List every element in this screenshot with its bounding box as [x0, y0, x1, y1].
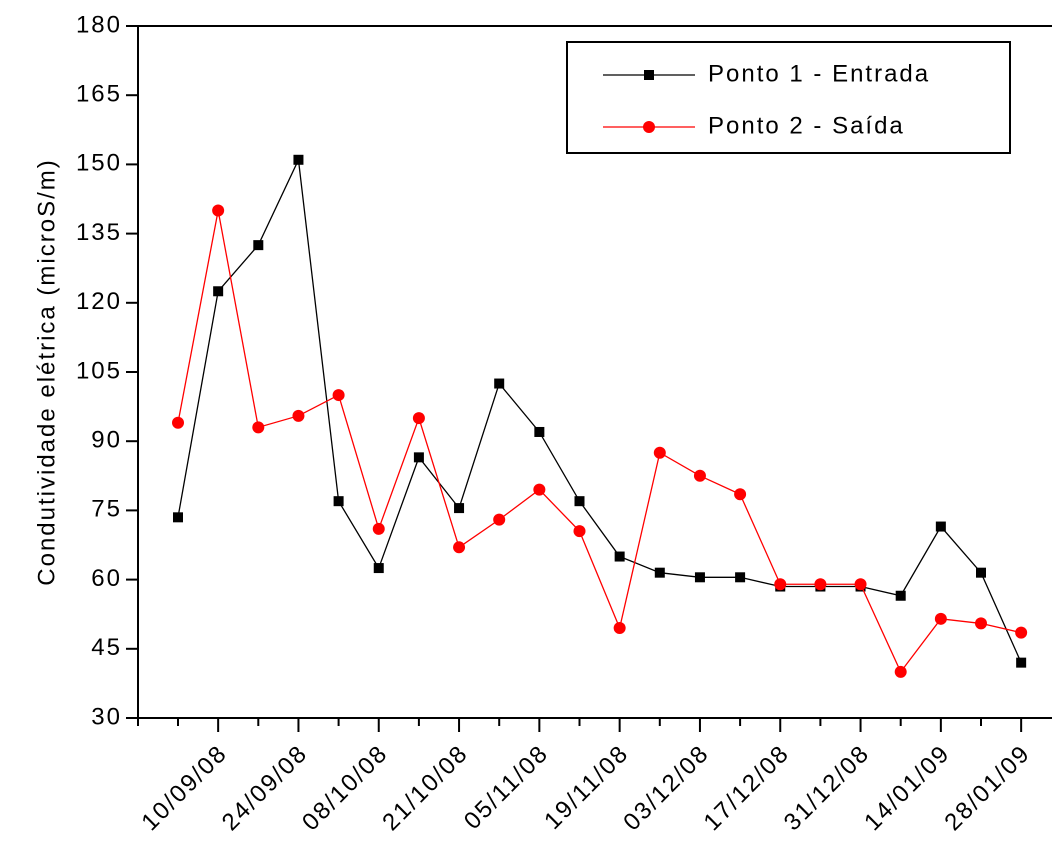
data-point: [173, 512, 183, 523]
data-point: [1015, 626, 1028, 639]
data-point: [332, 389, 345, 402]
x-tick-label: 03/12/08: [618, 740, 714, 836]
y-tick-label: 45: [91, 634, 122, 661]
x-tick-label: 17/12/08: [699, 740, 795, 836]
y-tick-label: 135: [76, 219, 122, 246]
y-tick-label: 30: [91, 703, 122, 730]
data-point: [253, 240, 264, 251]
data-point: [373, 563, 384, 574]
data-point: [694, 572, 705, 583]
x-tick-label: 19/11/08: [539, 740, 634, 835]
y-tick-label: 180: [76, 11, 122, 38]
data-point: [454, 503, 465, 514]
legend-label: Ponto 1 - Entrada: [708, 60, 930, 87]
data-point: [252, 421, 265, 434]
data-line: [177, 210, 1022, 674]
data-point: [895, 590, 906, 601]
x-tick-label: 05/11/08: [459, 740, 554, 835]
x-tick-label: 08/10/08: [297, 740, 393, 836]
data-point: [644, 70, 654, 80]
data-point: [613, 622, 626, 635]
data-point: [533, 483, 546, 496]
data-point: [292, 409, 305, 422]
data-point: [653, 446, 666, 459]
data-point: [413, 452, 424, 463]
data-point: [172, 416, 184, 429]
data-point: [735, 572, 746, 583]
data-point: [894, 665, 907, 678]
data-point: [213, 286, 224, 297]
data-point: [293, 154, 304, 165]
data-point: [654, 567, 665, 578]
legend-label: Ponto 2 - Saída: [708, 112, 905, 139]
y-tick-label: 105: [76, 357, 122, 384]
data-point: [854, 578, 867, 591]
data-point: [643, 121, 655, 133]
y-tick-label: 75: [91, 496, 122, 523]
data-point: [935, 521, 946, 532]
data-point: [453, 541, 466, 554]
y-tick-label: 60: [91, 565, 122, 592]
y-tick-label: 90: [91, 427, 122, 454]
data-point: [372, 522, 385, 535]
y-tick-label: 120: [76, 288, 122, 315]
x-tick-label: 21/10/08: [377, 740, 473, 836]
y-tick-label: 150: [76, 150, 122, 177]
data-point: [412, 412, 425, 425]
data-point: [212, 204, 225, 217]
data-point: [534, 426, 545, 437]
y-axis-label: Condutividade elétrica (microS/m): [33, 158, 60, 585]
x-tick-label: 28/01/09: [939, 740, 1035, 836]
x-tick-label: 24/09/08: [217, 740, 313, 836]
data-point: [693, 469, 706, 482]
x-tick-label: 10/09/08: [136, 740, 232, 836]
legend-box: [566, 41, 1011, 154]
data-line: [177, 157, 1022, 663]
x-tick-label: 14/01/09: [859, 740, 955, 836]
data-point: [975, 617, 987, 630]
data-point: [494, 378, 505, 389]
data-point: [934, 612, 947, 625]
x-tick-label: 31/12/08: [779, 740, 875, 836]
data-point: [614, 551, 625, 562]
data-point: [574, 496, 585, 507]
y-tick-label: 165: [76, 81, 122, 108]
data-point: [774, 578, 787, 591]
data-point: [1016, 657, 1027, 668]
data-point: [976, 567, 986, 578]
data-point: [734, 488, 747, 501]
data-point: [814, 578, 827, 591]
data-point: [573, 525, 586, 538]
data-point: [493, 513, 506, 526]
data-point: [333, 496, 344, 507]
